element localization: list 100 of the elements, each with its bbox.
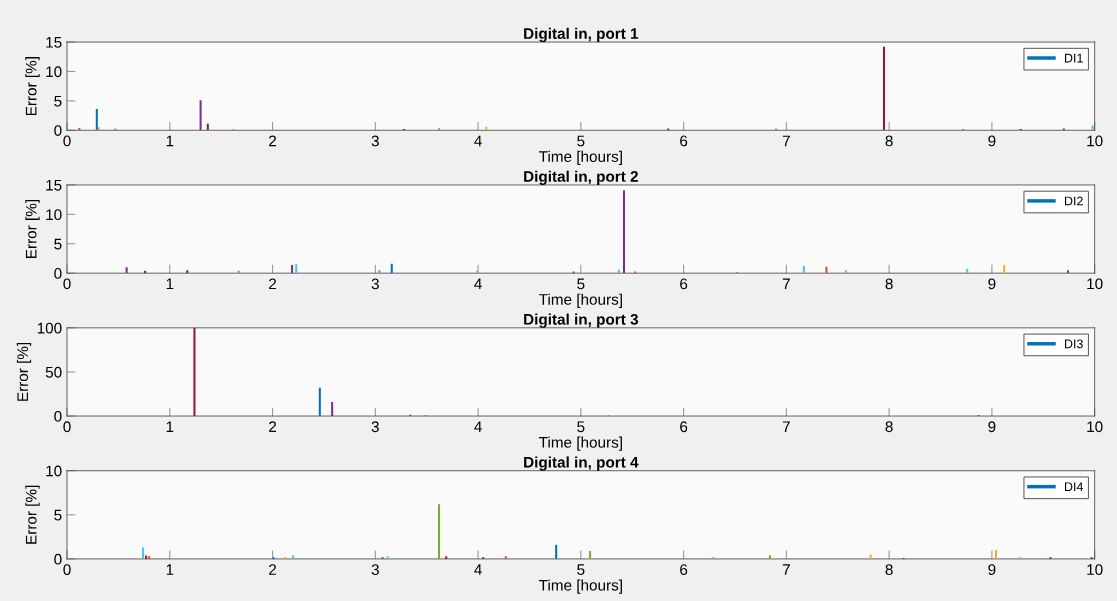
x-tick-label: 4 [474,278,482,290]
x-tick-label: 2 [269,278,277,290]
x-tick-label: 5 [577,421,585,433]
bar [994,550,998,559]
bar [802,266,805,274]
x-tick-label: 6 [680,564,688,576]
y-axis-title: Error [%] [25,485,40,544]
bar [378,270,381,274]
x-tick-label: 6 [680,421,688,433]
x-tick-label: 7 [782,278,790,290]
y-tick-label: 0 [54,553,62,565]
x-tick-label: 5 [577,564,585,576]
bar [966,269,969,274]
x-axis-title: Time [hours] [539,150,622,165]
x-tick-label: 2 [269,564,277,575]
x-tick-label: 0 [63,564,71,576]
bar [292,555,295,559]
bar [318,387,321,417]
bar [295,264,298,274]
bar [844,270,847,274]
bar [193,327,196,417]
y-tick-label: 10 [46,66,62,78]
x-axis-title: Time [hours] [539,293,622,308]
x-tick-label: 9 [988,278,996,290]
x-tick-label: 4 [474,421,482,432]
x-tick-label: 8 [885,278,893,290]
x-tick-label: 8 [885,564,893,576]
bar [555,544,558,559]
x-tick-label: 10 [1087,278,1103,290]
bar [1066,270,1069,274]
legend-label: DI4 [1064,482,1084,492]
x-tick-label: 7 [782,564,790,575]
x-tick-label: 6 [680,278,688,290]
x-tick-label: 1 [166,564,174,575]
x-tick-label: 1 [166,278,174,290]
chart-title: Digital in, port 3 [524,313,639,328]
y-tick-label: 5 [54,509,62,521]
y-tick-label: 15 [46,37,62,48]
bar [95,109,98,131]
y-axis-title: Error [%] [25,57,40,116]
bar [1003,264,1006,274]
y-tick-label: 0 [54,410,62,422]
bar [882,46,886,131]
chart-title: Digital in, port 4 [524,456,639,471]
y-tick-label: 5 [54,238,62,250]
y-tick-label: 10 [46,209,62,221]
x-tick-label: 0 [63,135,71,147]
x-tick-label: 10 [1087,135,1103,147]
legend-label: DI3 [1064,339,1083,349]
bar [504,556,507,559]
legend-label: DI2 [1064,196,1083,206]
y-axis-title: Error [%] [16,342,32,401]
x-tick-label: 2 [269,421,277,432]
bar [622,190,626,274]
bar [142,547,145,559]
x-tick-label: 1 [166,421,174,432]
y-tick-label: 0 [54,125,62,136]
bar [386,556,389,559]
y-axis-title: Error [%] [25,200,40,258]
bar [768,555,771,559]
x-tick-label: 2 [269,135,277,147]
x-tick-label: 8 [885,135,893,147]
x-tick-label: 7 [782,135,790,147]
bar [390,263,393,274]
x-tick-label: 3 [371,278,379,290]
x-tick-label: 4 [474,564,482,575]
x-tick-label: 4 [474,135,482,147]
x-tick-label: 1 [166,135,174,147]
bar [438,504,441,559]
y-tick-label: 15 [46,179,62,191]
x-tick-label: 3 [371,564,379,576]
x-tick-label: 9 [988,564,996,576]
x-tick-label: 5 [577,278,585,290]
x-tick-label: 10 [1087,421,1103,433]
x-tick-label: 3 [371,135,379,147]
x-tick-label: 3 [371,421,379,433]
x-axis-title: Time [hours] [539,436,622,451]
bar [125,267,128,274]
bar [825,266,828,274]
bar [206,123,209,131]
x-tick-label: 10 [1087,564,1103,576]
bar [97,127,100,131]
bar [291,264,294,274]
x-tick-label: 5 [577,135,585,147]
bar [445,556,448,559]
y-tick-label: 10 [46,465,62,477]
bar [589,550,592,559]
chart-title: Digital in, port 2 [524,170,638,185]
bar [331,401,334,417]
x-tick-label: 6 [680,135,688,147]
x-tick-label: 0 [63,421,71,433]
x-axis-title: Time [hours] [539,579,622,594]
x-tick-label: 8 [885,421,893,433]
x-tick-label: 9 [988,421,996,433]
bar [199,100,202,131]
y-tick-label: 50 [45,366,62,378]
y-tick-label: 0 [54,268,62,279]
x-tick-label: 0 [63,278,71,290]
x-tick-label: 9 [988,135,996,147]
chart-title: Digital in, port 1 [524,27,639,43]
